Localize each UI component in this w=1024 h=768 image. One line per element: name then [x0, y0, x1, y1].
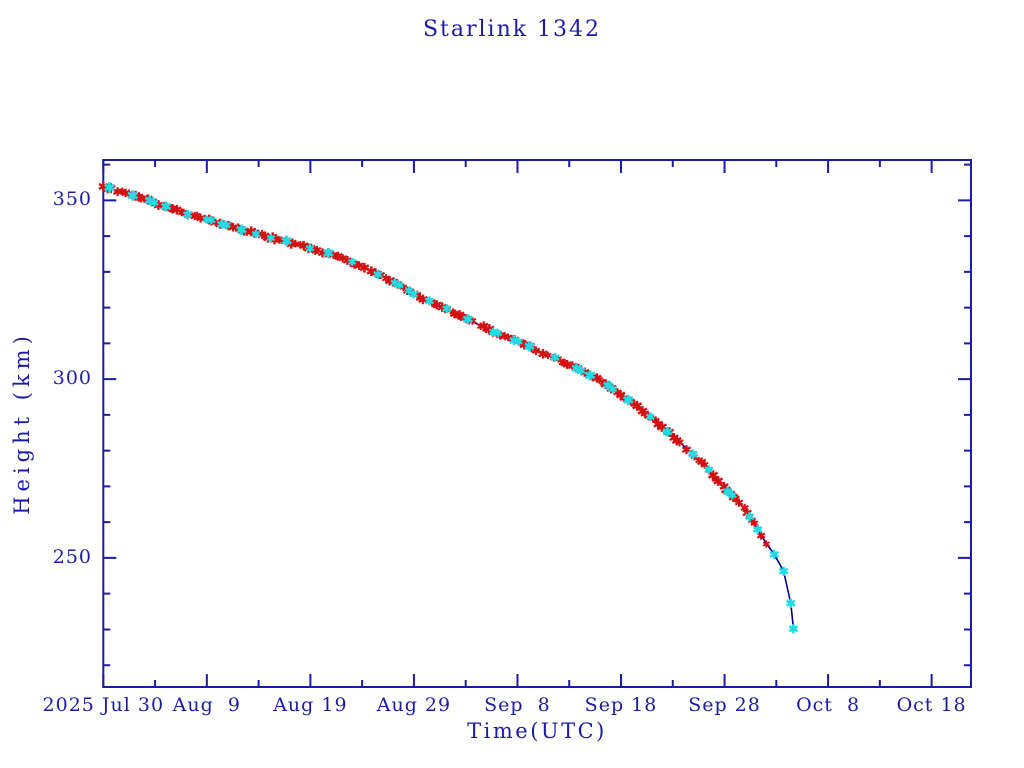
y-tick-label: 300: [52, 367, 92, 390]
y-tick-label: 350: [52, 188, 92, 211]
cyan-marker: [645, 412, 655, 422]
axis-frame: [102, 159, 973, 688]
cyan-marker: [266, 233, 276, 243]
x-tick-label: Aug 9: [172, 694, 241, 716]
cyan-marker: [150, 198, 159, 207]
cyan-marker: [222, 220, 231, 230]
x-tick-label: Oct 18: [896, 694, 967, 716]
y-axis-title: Height (km): [10, 331, 34, 515]
red-marker: [562, 359, 572, 369]
x-axis-title: Time(UTC): [467, 719, 607, 743]
x-tick-label: Aug 19: [273, 694, 348, 716]
cyan-marker: [281, 235, 293, 247]
cyan-marker: [744, 512, 755, 522]
cyan-marker: [347, 257, 357, 266]
cyan-marker: [251, 229, 261, 239]
cyan-marker: [688, 449, 698, 459]
red-marker: [734, 498, 744, 507]
y-tick-label: 250: [52, 545, 92, 568]
cyan-marker: [662, 426, 673, 437]
cyan-marker: [622, 394, 634, 406]
cyan-marker: [524, 341, 535, 352]
cyan-marker: [752, 524, 763, 535]
red-marker: [631, 400, 643, 411]
x-tick-label: Oct 8: [796, 694, 861, 716]
x-tick-label: Sep 8: [484, 694, 551, 716]
cyan-marker: [769, 549, 780, 560]
cyan-marker: [493, 329, 503, 338]
x-tick-label: Sep 28: [688, 694, 761, 716]
cyan-marker: [182, 209, 193, 219]
decay-curve-line: [103, 186, 795, 629]
cyan-marker: [206, 215, 216, 225]
cyan-marker: [514, 337, 523, 346]
cyan-marker: [305, 244, 315, 253]
cyan-marker: [424, 296, 435, 306]
cyan-marker: [323, 247, 334, 259]
x-tick-label: 2025 Jul 30: [42, 694, 165, 716]
cyan-marker: [576, 366, 586, 375]
cyan-marker: [608, 384, 618, 394]
cyan-marker: [394, 280, 404, 290]
cyan-marker: [550, 352, 560, 362]
cyan-marker: [462, 314, 473, 325]
cyan-marker: [778, 566, 789, 576]
cyan-marker: [236, 224, 247, 235]
red-markers-group: [98, 181, 770, 548]
red-marker: [700, 460, 709, 469]
cyan-marker: [785, 598, 796, 608]
red-marker: [750, 519, 759, 528]
cyan-marker: [704, 465, 714, 474]
x-tick-label: Sep 18: [584, 694, 658, 716]
cyan-marker: [788, 624, 799, 634]
cyan-markers-group: [104, 182, 799, 634]
cyan-marker: [373, 269, 383, 279]
axis-ticks: [102, 160, 971, 687]
cyan-marker: [727, 490, 737, 500]
x-tick-label: Aug 29: [376, 694, 452, 716]
cyan-marker: [127, 190, 139, 201]
red-marker: [713, 476, 724, 486]
cyan-marker: [409, 290, 419, 299]
cyan-marker: [584, 370, 596, 381]
red-marker: [762, 540, 770, 548]
red-marker: [675, 438, 684, 447]
cyan-marker: [442, 304, 452, 314]
chart-title: Starlink 1342: [422, 17, 602, 42]
cyan-marker: [104, 182, 115, 193]
cyan-marker: [160, 201, 172, 212]
